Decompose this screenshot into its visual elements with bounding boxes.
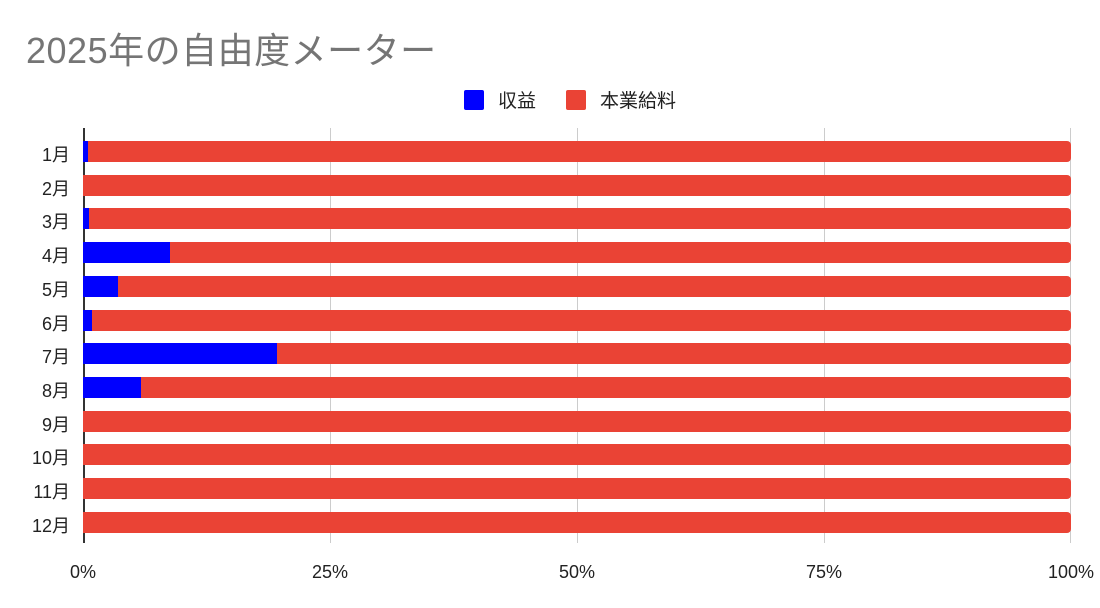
y-axis-label: 7月: [41, 347, 70, 368]
y-axis-label: 4月: [41, 246, 70, 267]
y-axis-label: 6月: [41, 313, 70, 334]
y-axis-label: 3月: [41, 212, 70, 233]
x-axis-tick-label: 100%: [1047, 562, 1095, 582]
bar-row[interactable]: [83, 174, 1071, 196]
y-axis-label: 12月: [31, 515, 70, 536]
bar-row[interactable]: [83, 444, 1071, 466]
bar-segment-revenue[interactable]: [83, 343, 277, 365]
y-axis-label: 11月: [33, 482, 70, 502]
y-axis-label: 8月: [41, 380, 70, 401]
y-axis-label: 5月: [41, 279, 70, 300]
bar-segment-salary[interactable]: [83, 511, 1071, 533]
bar-segment-salary[interactable]: [83, 444, 1071, 466]
legend-swatch-revenue: [463, 89, 484, 110]
bar-segment-salary[interactable]: [87, 141, 1071, 162]
bar-segment-salary[interactable]: [83, 174, 1071, 196]
bar-row[interactable]: [83, 208, 1071, 230]
bar-segment-revenue[interactable]: [83, 309, 92, 331]
chart-title: 2025年の自由度メーター: [26, 30, 437, 71]
legend-item-revenue[interactable]: 収益: [463, 86, 536, 113]
legend: 収益 本業給料: [0, 86, 1100, 113]
bar-segment-revenue[interactable]: [83, 376, 142, 398]
x-axis-tick-label: 50%: [558, 562, 596, 582]
bar-row[interactable]: [83, 275, 1071, 297]
bar-row[interactable]: [83, 141, 1071, 162]
bar-segment-revenue[interactable]: [83, 141, 88, 162]
bar-row[interactable]: [83, 410, 1071, 432]
y-axis-label: 9月: [41, 414, 70, 435]
x-axis-tick-label: 0%: [69, 562, 97, 582]
bar-segment-salary[interactable]: [276, 343, 1071, 365]
bar-segment-salary[interactable]: [83, 478, 1071, 499]
bar-segment-salary[interactable]: [117, 275, 1071, 297]
bar-row[interactable]: [83, 376, 1071, 398]
y-axis-label: 1月: [41, 145, 70, 165]
x-axis-tick-label: 25%: [311, 562, 349, 582]
x-axis-zero-line: [83, 128, 85, 543]
gridline-50: [577, 128, 578, 543]
bar-segment-salary[interactable]: [88, 208, 1071, 230]
y-axis-label: 2月: [41, 178, 70, 199]
bar-row[interactable]: [83, 478, 1071, 499]
gridline-100: [1070, 128, 1071, 543]
legend-label-revenue: 収益: [497, 91, 536, 112]
legend-item-salary[interactable]: 本業給料: [566, 86, 676, 113]
legend-swatch-salary: [566, 89, 586, 110]
bar-segment-salary[interactable]: [91, 309, 1071, 331]
plot-area: [83, 128, 1071, 543]
bar-segment-salary[interactable]: [141, 376, 1071, 398]
gridline-25: [330, 128, 331, 543]
y-axis-label: 10月: [31, 448, 70, 469]
bar-segment-revenue[interactable]: [83, 242, 170, 264]
bar-row[interactable]: [83, 309, 1071, 331]
bar-row[interactable]: [83, 242, 1071, 264]
bar-segment-revenue[interactable]: [83, 275, 118, 297]
bar-row[interactable]: [83, 511, 1071, 533]
legend-label-salary: 本業給料: [600, 91, 677, 112]
bar-segment-salary[interactable]: [169, 242, 1071, 264]
bar-row[interactable]: [83, 343, 1071, 365]
gridline-75: [824, 128, 825, 543]
x-axis-tick-label: 75%: [805, 562, 843, 582]
bar-segment-salary[interactable]: [83, 410, 1071, 432]
bar-segment-revenue[interactable]: [83, 208, 89, 230]
